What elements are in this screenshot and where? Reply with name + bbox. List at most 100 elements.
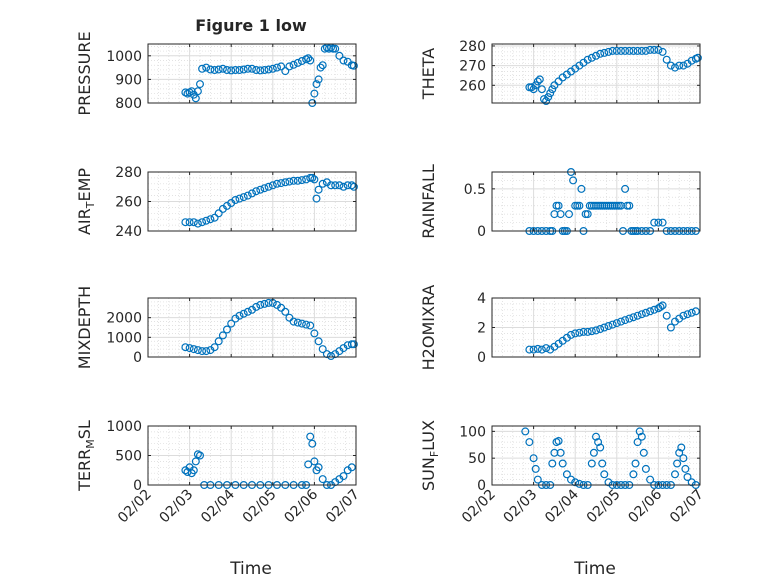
data-point xyxy=(189,466,198,475)
data-point xyxy=(231,65,240,74)
data-point xyxy=(571,329,580,338)
data-point xyxy=(629,470,638,479)
data-point xyxy=(600,470,609,479)
data-point xyxy=(687,478,696,487)
data-point xyxy=(268,64,277,73)
data-point xyxy=(289,317,298,326)
data-point xyxy=(608,46,617,55)
data-point xyxy=(591,432,600,441)
data-point xyxy=(256,185,265,194)
data-point xyxy=(631,459,640,468)
data-point xyxy=(210,213,219,222)
data-point xyxy=(227,319,236,328)
data-point xyxy=(608,320,617,329)
data-point xyxy=(252,302,261,311)
data-point xyxy=(569,176,578,185)
data-point xyxy=(252,187,261,196)
data-series xyxy=(525,45,702,105)
data-point xyxy=(243,307,252,316)
data-point xyxy=(293,318,302,327)
data-point xyxy=(273,179,282,188)
data-point xyxy=(554,437,563,446)
data-point xyxy=(587,327,596,336)
data-point xyxy=(202,347,211,356)
minor-grid xyxy=(492,171,700,232)
data-point xyxy=(339,56,348,65)
data-point xyxy=(679,454,688,463)
data-point xyxy=(656,302,665,311)
data-point xyxy=(575,479,584,488)
data-point xyxy=(260,299,269,308)
data-point xyxy=(339,472,348,481)
data-series xyxy=(521,427,700,490)
data-point xyxy=(621,316,630,325)
data-point xyxy=(604,478,613,487)
data-point xyxy=(673,459,682,468)
y-axis-label: PRESSURE xyxy=(75,31,94,115)
data-point xyxy=(679,311,688,320)
y-tick-label: 260 xyxy=(115,195,142,211)
data-point xyxy=(277,303,286,312)
data-point xyxy=(293,176,302,185)
data-point xyxy=(575,328,584,337)
x-tick-label: 02/07 xyxy=(323,487,363,527)
y-axis-label: H2OMIXRA xyxy=(419,285,438,371)
data-point xyxy=(650,218,659,227)
y-tick-label: 2000 xyxy=(106,311,142,327)
data-series xyxy=(181,173,358,228)
data-point xyxy=(548,85,557,94)
data-series xyxy=(525,301,700,354)
data-point xyxy=(535,75,544,84)
data-point xyxy=(327,352,336,361)
data-point xyxy=(625,314,634,323)
data-point xyxy=(297,176,306,185)
data-point xyxy=(546,89,555,98)
data-point xyxy=(198,347,207,356)
data-point xyxy=(235,65,244,74)
data-point xyxy=(189,345,198,354)
y-tick-label: 0 xyxy=(477,478,486,494)
data-point xyxy=(533,475,542,484)
data-point xyxy=(658,47,667,56)
data-point xyxy=(310,329,319,338)
figure-title: Figure 1 low xyxy=(195,16,307,35)
data-point xyxy=(196,451,205,460)
data-point xyxy=(308,439,317,448)
data-point xyxy=(529,85,538,94)
data-point xyxy=(596,443,605,452)
data-point xyxy=(304,460,313,469)
data-point xyxy=(223,325,232,334)
data-point xyxy=(281,67,290,76)
data-point xyxy=(554,201,563,210)
data-point xyxy=(635,427,644,436)
data-point xyxy=(562,470,571,479)
data-point xyxy=(347,463,356,472)
data-point xyxy=(181,343,190,352)
data-point xyxy=(566,330,575,339)
y-tick-label: 1000 xyxy=(106,49,142,65)
minor-grid xyxy=(148,171,356,232)
data-point xyxy=(235,194,244,203)
data-point xyxy=(248,189,257,198)
data-point xyxy=(206,65,215,74)
y-tick-label: 280 xyxy=(459,39,486,55)
data-point xyxy=(691,307,700,316)
x-axis-label-left: Time xyxy=(229,559,272,579)
data-point xyxy=(662,311,671,320)
y-tick-label: 0 xyxy=(477,350,486,366)
data-point xyxy=(533,77,542,86)
data-point xyxy=(591,326,600,335)
data-point xyxy=(256,66,265,75)
data-point xyxy=(202,216,211,225)
data-point xyxy=(306,321,315,330)
data-point xyxy=(550,210,559,219)
y-tick-label: 4 xyxy=(477,291,486,307)
data-point xyxy=(554,77,563,86)
data-point xyxy=(600,48,609,57)
data-point xyxy=(297,56,306,65)
data-point xyxy=(679,61,688,70)
data-point xyxy=(525,345,534,354)
data-point xyxy=(683,473,692,482)
